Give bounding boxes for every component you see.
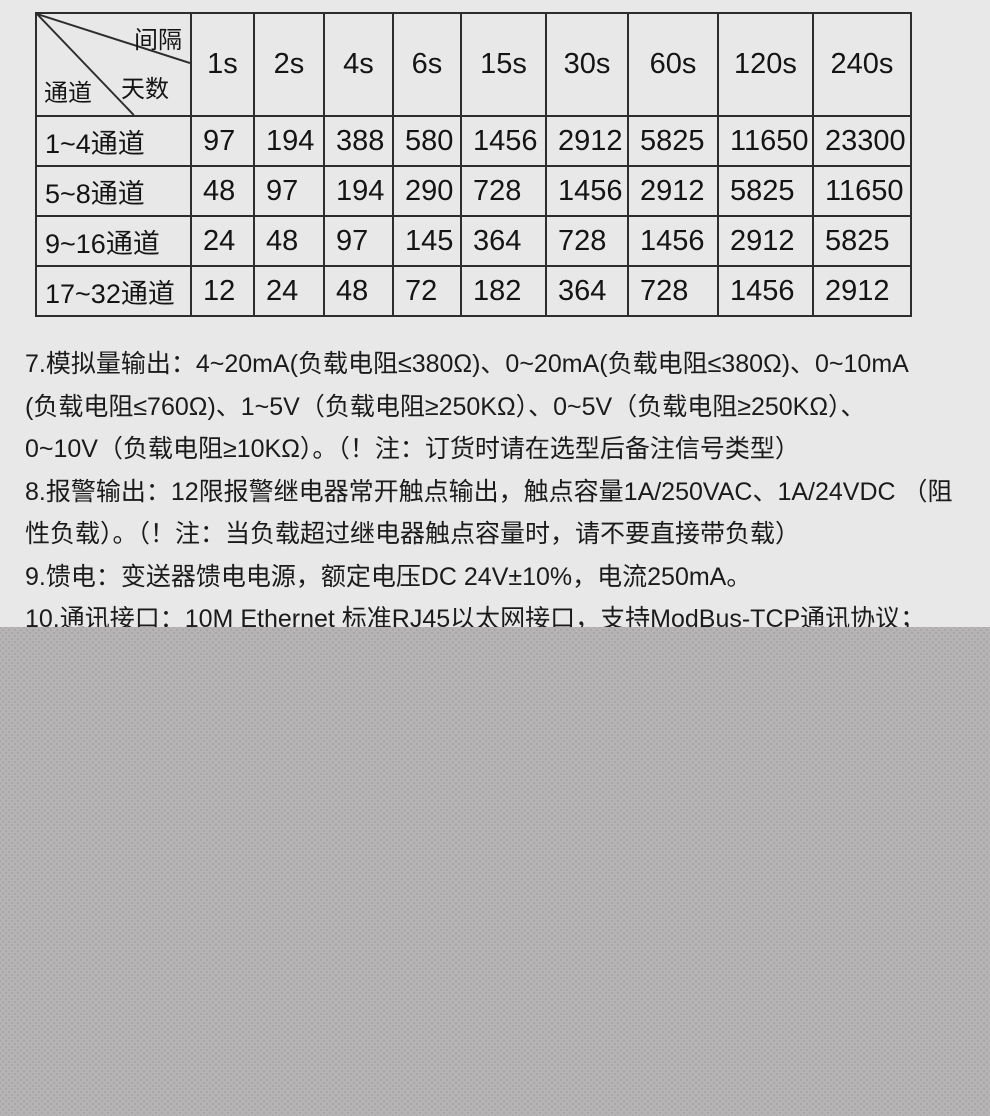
col-header-60s: 60s — [627, 12, 719, 117]
cell-value: 194 — [323, 165, 394, 217]
col-header-15s: 15s — [460, 12, 547, 117]
cell-value: 388 — [323, 115, 394, 167]
col-header-120s: 120s — [717, 12, 814, 117]
col-header-6s: 6s — [392, 12, 462, 117]
table-row: 5~8通道 48 97 194 290 728 1456 2912 5825 1… — [35, 165, 912, 217]
cell-value: 5825 — [812, 215, 912, 267]
table-corner-cell: 间隔 天数 通道 — [35, 12, 192, 117]
row-label: 9~16通道 — [35, 215, 192, 267]
corner-diagonal-lines — [38, 15, 189, 114]
col-header-4s: 4s — [323, 12, 394, 117]
table-row: 1~4通道 97 194 388 580 1456 2912 5825 1165… — [35, 115, 912, 167]
cell-value: 2912 — [717, 215, 814, 267]
cell-value: 23300 — [812, 115, 912, 167]
corner-interval-label: 间隔 — [134, 27, 182, 54]
col-header-240s: 240s — [812, 12, 912, 117]
cell-value: 290 — [392, 165, 462, 217]
spec-line-alarm-output-2: 性负载）。（！注：当负载超过继电器触点容量时，请不要直接带负载） — [25, 520, 801, 548]
cell-value: 728 — [460, 165, 547, 217]
cell-value: 2912 — [812, 265, 912, 317]
cell-value: 24 — [253, 265, 325, 317]
cell-value: 194 — [253, 115, 325, 167]
corner-days-label: 天数 — [121, 76, 169, 103]
cell-value: 97 — [323, 215, 394, 267]
cell-value: 48 — [253, 215, 325, 267]
cell-value: 48 — [323, 265, 394, 317]
col-header-2s: 2s — [253, 12, 325, 117]
cell-value: 728 — [545, 215, 629, 267]
cell-value: 11650 — [812, 165, 912, 217]
cell-value: 1456 — [545, 165, 629, 217]
cell-value: 364 — [545, 265, 629, 317]
cell-value: 12 — [190, 265, 255, 317]
table-row: 17~32通道 12 24 48 72 182 364 728 1456 291… — [35, 265, 912, 317]
unloaded-gray-area — [0, 627, 990, 1116]
cell-value: 145 — [392, 215, 462, 267]
cell-value: 5825 — [717, 165, 814, 217]
table-header-row: 间隔 天数 通道 1s 2s 4s 6s 15s 30s 60s 120s 24… — [35, 12, 912, 117]
cell-value: 24 — [190, 215, 255, 267]
cell-value: 48 — [190, 165, 255, 217]
spec-line-feed-power: 9.馈电：变送器馈电电源，额定电压DC 24V±10%，电流250mA。 — [25, 562, 752, 591]
spec-line-analog-output-3: 0~10V（负载电阻≥10KΩ）。（！注：订货时请在选型后备注信号类型） — [25, 435, 800, 463]
cell-value: 580 — [392, 115, 462, 167]
col-header-1s: 1s — [190, 12, 255, 117]
spec-line-alarm-output-1: 8.报警输出：12限报警继电器常开触点输出，触点容量1A/250VAC、1A/2… — [25, 477, 953, 506]
cell-value: 1456 — [627, 215, 719, 267]
cell-value: 5825 — [627, 115, 719, 167]
record-days-table: 间隔 天数 通道 1s 2s 4s 6s 15s 30s 60s 120s 24… — [35, 12, 912, 317]
cell-value: 97 — [253, 165, 325, 217]
spec-line-analog-output-1: 7.模拟量输出：4~20mA(负载电阻≤380Ω)、0~20mA(负载电阻≤38… — [25, 350, 909, 378]
spec-line-analog-output-2: (负载电阻≤760Ω)、1~5V（负载电阻≥250KΩ）、0~5V（负载电阻≥2… — [25, 392, 866, 421]
cell-value: 1456 — [717, 265, 814, 317]
spec-paragraphs: 7.模拟量输出：4~20mA(负载电阻≤380Ω)、0~20mA(负载电阻≤38… — [25, 343, 985, 641]
cell-value: 1456 — [460, 115, 547, 167]
row-label: 1~4通道 — [35, 115, 192, 167]
cell-value: 2912 — [545, 115, 629, 167]
row-label: 5~8通道 — [35, 165, 192, 217]
table-row: 9~16通道 24 48 97 145 364 728 1456 2912 58… — [35, 215, 912, 267]
row-label: 17~32通道 — [35, 265, 192, 317]
cell-value: 2912 — [627, 165, 719, 217]
cell-value: 97 — [190, 115, 255, 167]
cell-value: 182 — [460, 265, 547, 317]
col-header-30s: 30s — [545, 12, 629, 117]
cell-value: 11650 — [717, 115, 814, 167]
cell-value: 728 — [627, 265, 719, 317]
cell-value: 72 — [392, 265, 462, 317]
corner-channel-label: 通道 — [44, 80, 92, 107]
cell-value: 364 — [460, 215, 547, 267]
